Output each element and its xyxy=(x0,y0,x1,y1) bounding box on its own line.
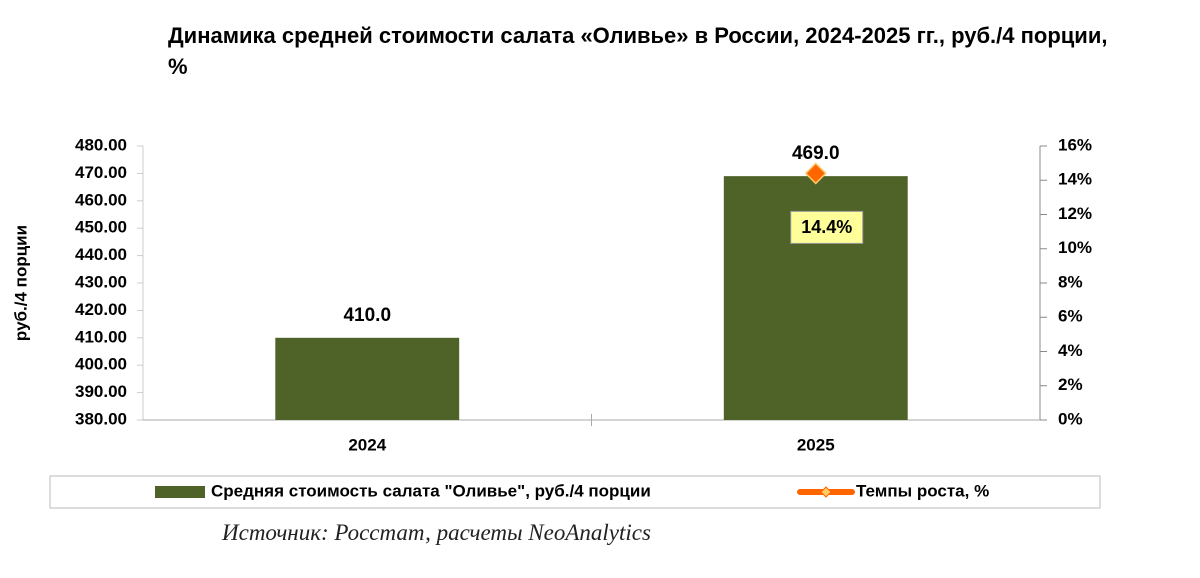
y2-tick-label: 14% xyxy=(1058,170,1092,189)
y2-tick-label: 8% xyxy=(1058,272,1083,291)
line-marker xyxy=(804,162,827,185)
x-tick-label: 2024 xyxy=(348,435,386,454)
bar xyxy=(275,337,460,420)
y-tick-label: 470.00 xyxy=(75,163,127,182)
y-tick-label: 420.00 xyxy=(75,300,127,319)
legend-swatch xyxy=(155,486,205,498)
y-tick-label: 460.00 xyxy=(75,190,127,209)
y2-tick-label: 10% xyxy=(1058,238,1092,257)
legend-label: Средняя стоимость салата "Оливье", руб./… xyxy=(211,481,651,500)
y-tick-label: 390.00 xyxy=(75,382,127,401)
y2-tick-label: 12% xyxy=(1058,204,1092,223)
y2-tick-label: 0% xyxy=(1058,409,1083,428)
y-tick-label: 410.00 xyxy=(75,327,127,346)
data-label: 410.0 xyxy=(343,305,391,326)
y2-tick-label: 6% xyxy=(1058,307,1083,326)
y-tick-label: 430.00 xyxy=(75,272,127,291)
y-tick-label: 450.00 xyxy=(75,218,127,237)
y-tick-label: 400.00 xyxy=(75,355,127,374)
y2-tick-label: 2% xyxy=(1058,375,1083,394)
data-label-box xyxy=(790,210,864,244)
y-tick-label: 440.00 xyxy=(75,245,127,264)
data-label: 469.0 xyxy=(792,143,840,164)
chart-title: Динамика средней стоимости салата «Оливь… xyxy=(168,23,1108,79)
y-tick-label: 480.00 xyxy=(75,135,127,154)
source: Источник: Росстат, расчеты NeoAnalytics xyxy=(222,520,651,545)
x-tick-label: 2025 xyxy=(797,435,835,454)
legend-box xyxy=(49,475,1101,509)
y2-tick-label: 16% xyxy=(1058,135,1092,154)
y-axis-label: руб./4 порции xyxy=(11,225,30,341)
y2-tick-label: 4% xyxy=(1058,341,1083,360)
legend-marker xyxy=(820,486,832,498)
legend-label: Темпы роста, % xyxy=(856,481,989,500)
y-tick-label: 380.00 xyxy=(75,409,127,428)
data-label: 14.4% xyxy=(801,217,852,237)
